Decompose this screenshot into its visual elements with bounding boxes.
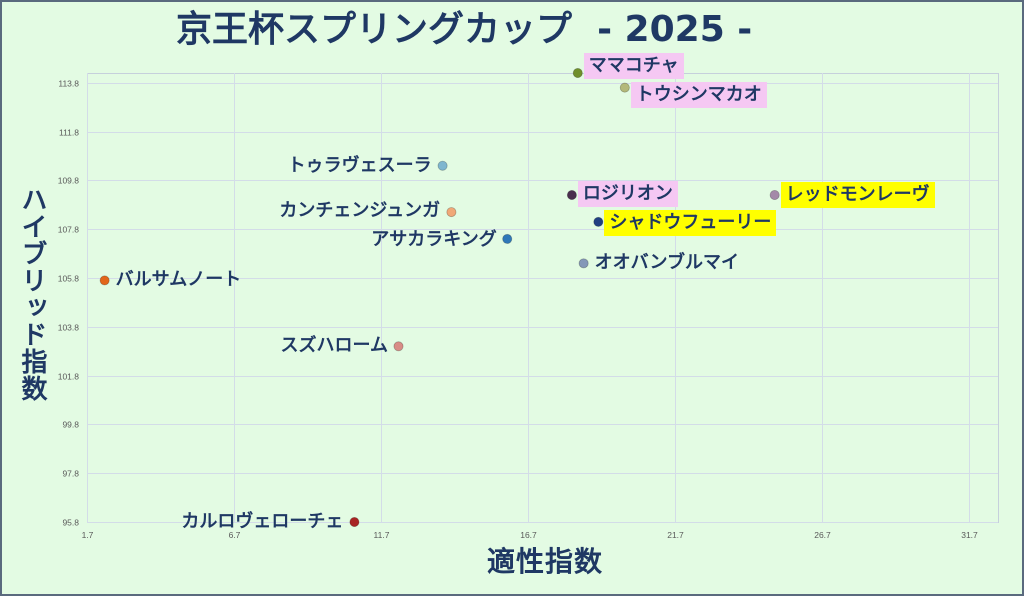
- x-tick-label: 16.7: [520, 530, 537, 540]
- y-tick-label: 99.8: [62, 420, 79, 430]
- data-point: [593, 216, 604, 227]
- x-tick-label: 21.7: [667, 530, 684, 540]
- data-point: [619, 82, 630, 93]
- data-point: [349, 517, 360, 528]
- data-point: [578, 258, 589, 269]
- data-point: [393, 341, 404, 352]
- y-axis-label: ハイブリッド指数: [17, 186, 47, 402]
- chart-title: 京王杯スプリングカップ - 2025 -: [176, 9, 753, 50]
- y-tick-labels: 95.8 97.8 99.8 101.8 103.8 105.8 107.8 109.8 111…: [58, 79, 80, 528]
- x-axis-label: 適性指数: [486, 545, 604, 578]
- y-tick-label: 107.8: [58, 225, 80, 235]
- y-tick-label: 95.8: [62, 518, 79, 528]
- data-point: [446, 207, 457, 218]
- y-tick-label: 97.8: [62, 469, 79, 479]
- data-point: [437, 160, 448, 171]
- y-tick-label: 111.8: [59, 128, 79, 138]
- data-points: [99, 68, 780, 528]
- x-tick-label: 26.7: [814, 530, 831, 540]
- x-tick-label: 11.7: [374, 530, 390, 540]
- y-tick-label: 103.8: [58, 323, 80, 333]
- y-tick-label: 113.8: [58, 79, 79, 89]
- data-point: [566, 190, 577, 201]
- x-tick-label: 1.7: [82, 530, 94, 540]
- y-tick-label: 101.8: [58, 372, 80, 382]
- plot-area-border: [87, 73, 999, 523]
- x-tick-labels: 1.7 6.7 11.7 16.7 21.7 26.7 31.7: [82, 530, 978, 540]
- data-point: [769, 190, 780, 201]
- gridlines: [87, 73, 999, 523]
- x-tick-label: 6.7: [229, 530, 241, 540]
- data-point: [572, 68, 583, 79]
- y-tick-label: 105.8: [58, 274, 80, 284]
- data-point: [502, 233, 513, 244]
- data-point: [99, 275, 110, 286]
- x-tick-label: 31.7: [961, 530, 978, 540]
- y-tick-label: 109.8: [58, 176, 80, 186]
